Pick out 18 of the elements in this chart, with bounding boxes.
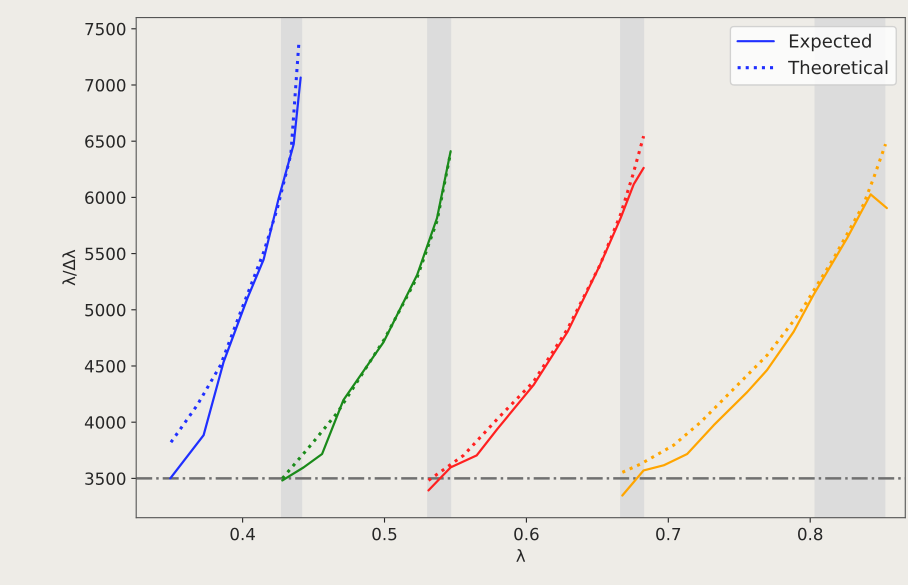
legend-label: Theoretical — [788, 60, 888, 74]
y-tick-label: 5500 — [85, 248, 126, 260]
y-tick-label: 6000 — [85, 191, 126, 204]
y-tick-label: 5000 — [85, 304, 126, 316]
y-tick-label: 7500 — [85, 22, 126, 36]
y-tick-label: 4000 — [84, 416, 126, 429]
x-tick-label: 0.4 — [230, 528, 255, 540]
x-tick-label: 0.6 — [514, 528, 539, 540]
y-tick-label: 4500 — [84, 360, 126, 373]
x-tick-label: 0.8 — [798, 528, 822, 540]
y-tick-label: 3500 — [85, 472, 126, 485]
y-tick-label: 6500 — [85, 135, 126, 148]
x-tick-label: 0.7 — [656, 528, 680, 540]
x-tick-label: 0.5 — [372, 528, 396, 540]
legend-label: Expected — [790, 34, 871, 52]
x-axis-title: λ — [516, 549, 526, 562]
y-tick-label: 7000 — [85, 78, 126, 92]
y-axis-title: λ/Δλ — [62, 250, 77, 286]
